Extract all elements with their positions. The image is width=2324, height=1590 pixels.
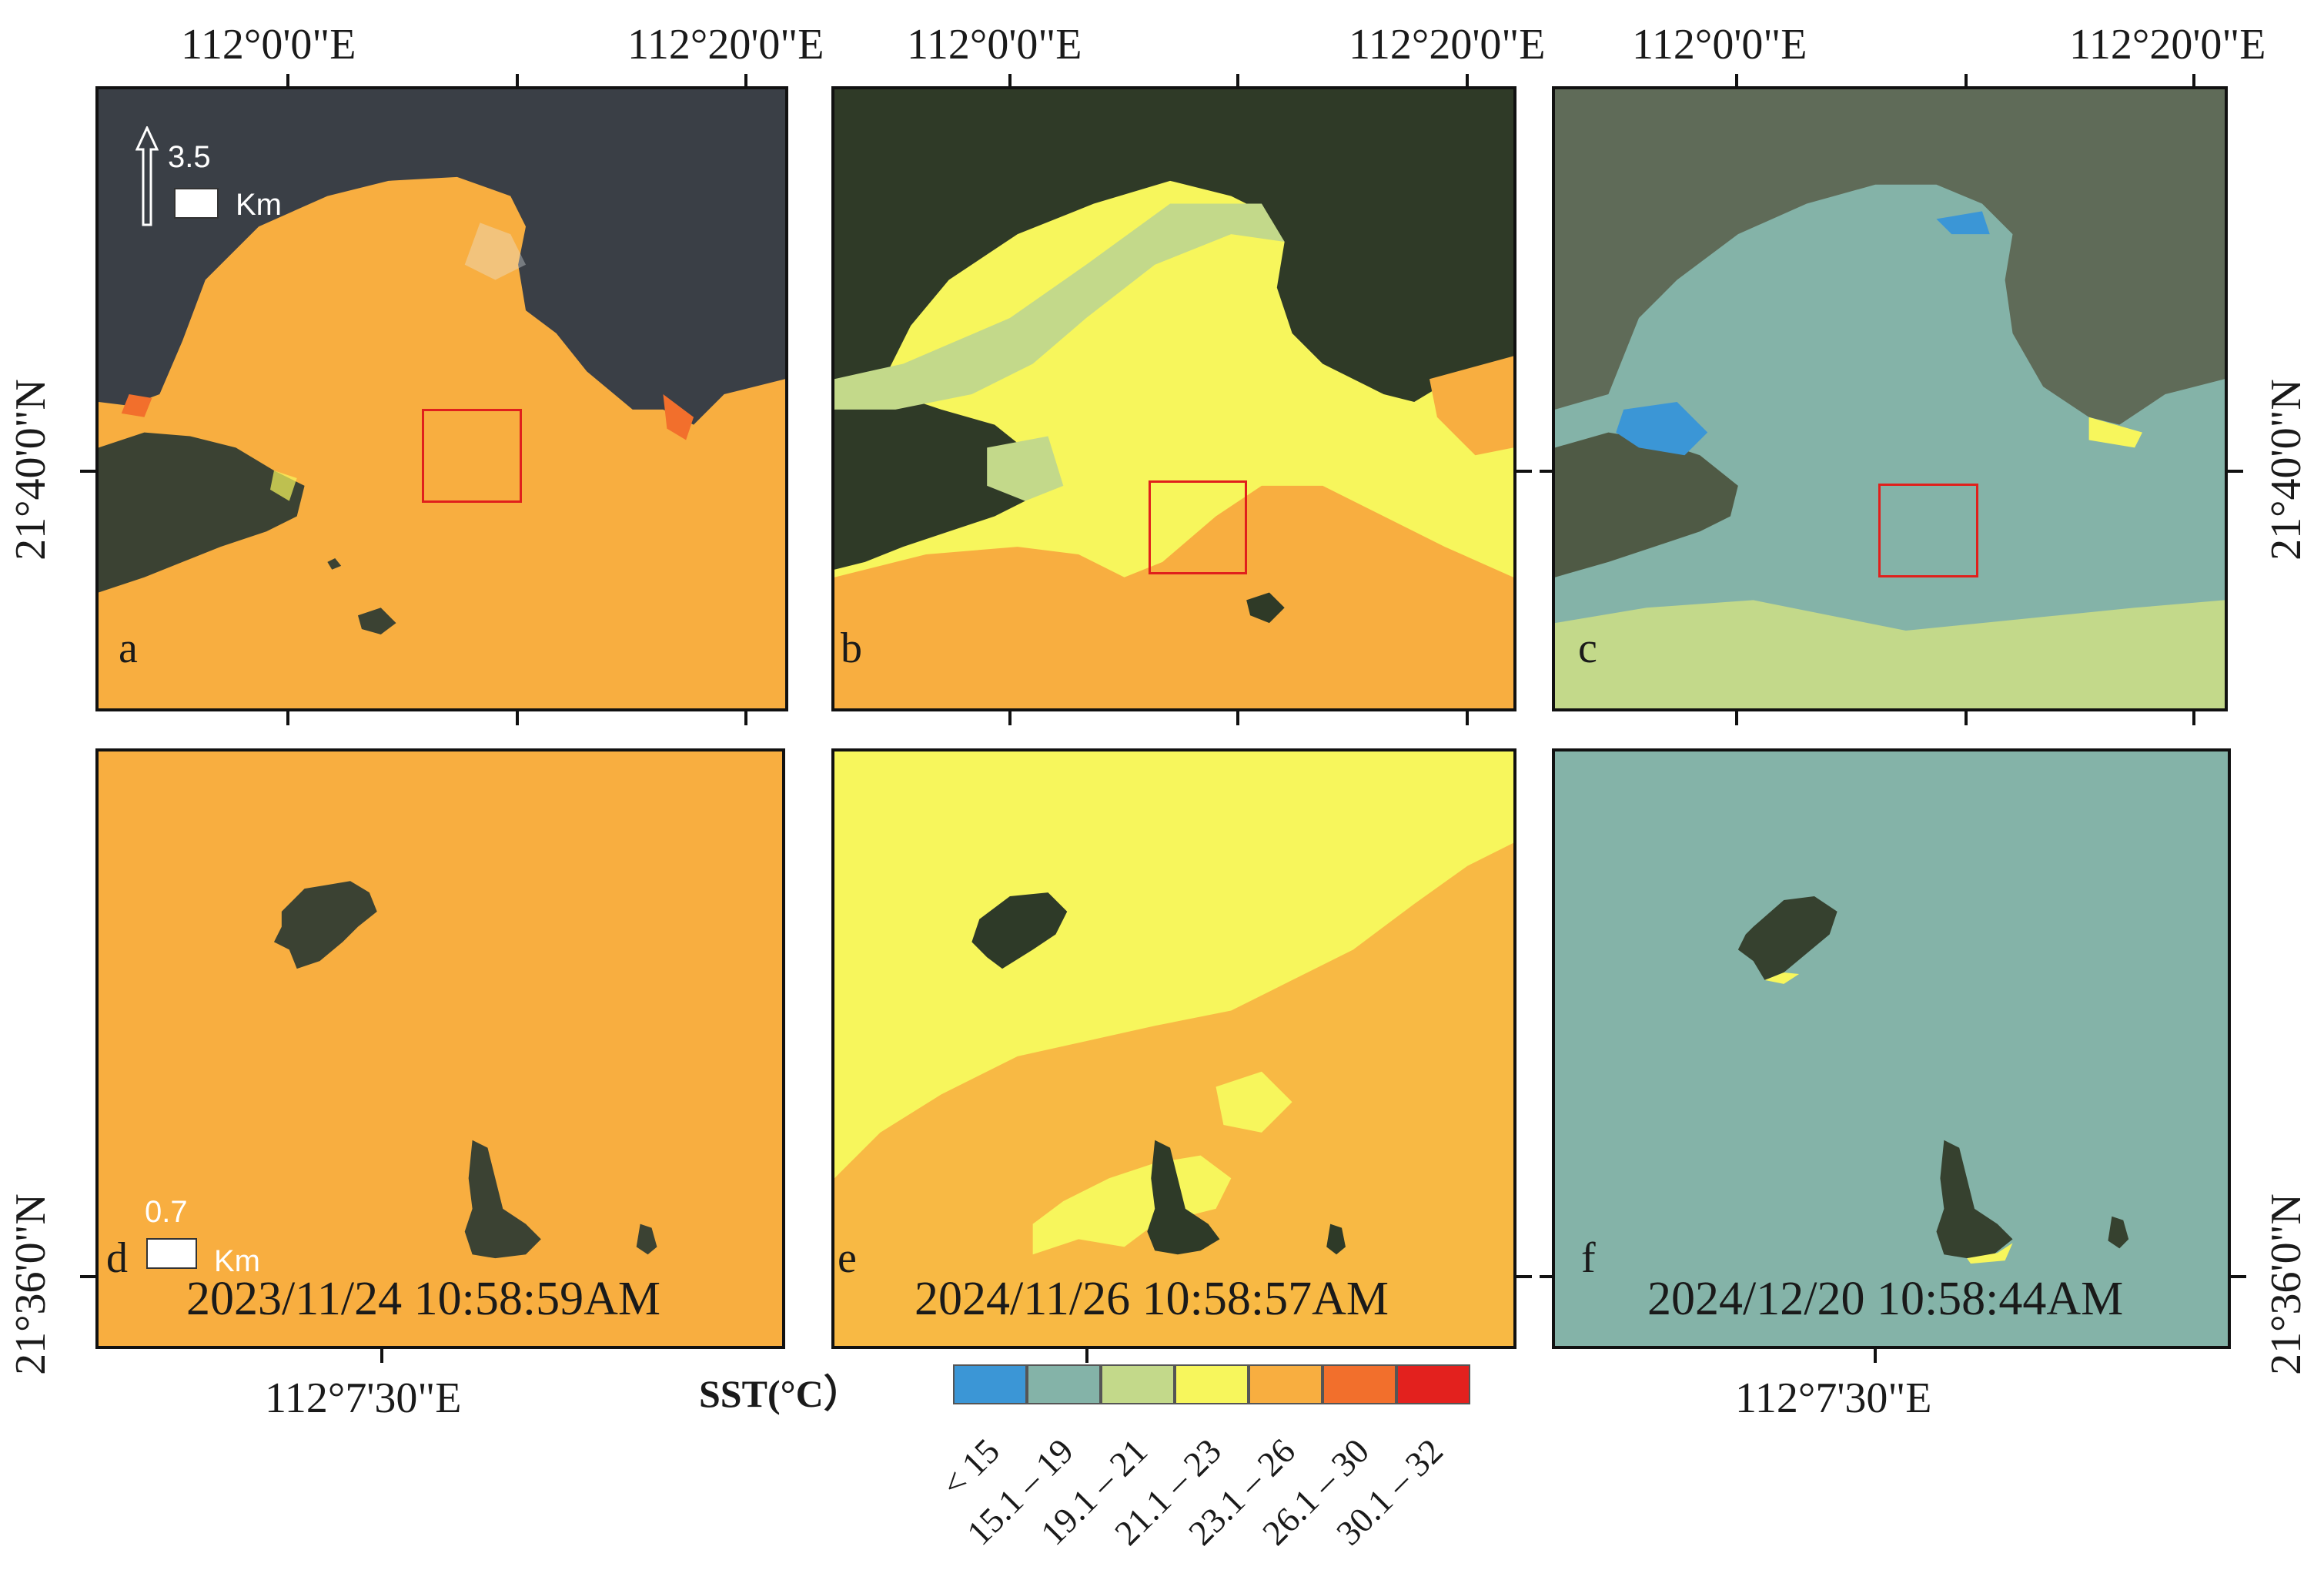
lat-label-bottom-left: 21°36'0"N (7, 1193, 55, 1375)
legend-swatch-2 (1027, 1364, 1101, 1404)
panel-letter-b: b (841, 624, 862, 672)
date-label-d: 2023/11/24 10:58:59AM (186, 1273, 661, 1325)
panel-letter-a: a (119, 624, 138, 672)
legend-swatch-4 (1175, 1364, 1249, 1404)
scale-value-top: 3.5 (168, 140, 211, 174)
scale-bar-top (174, 188, 219, 219)
lon-label-a-2: 112°20'0"E (627, 21, 824, 69)
legend-swatch-1 (953, 1364, 1027, 1404)
date-label-e: 2024/11/26 10:58:57AM (915, 1273, 1389, 1325)
north-arrow-icon (135, 126, 159, 226)
map-panel-e: e 2024/11/26 10:58:57AM (831, 748, 1516, 1349)
study-area-box-a (422, 409, 522, 503)
map-panel-f: f 2024/12/20 10:58:44AM (1552, 748, 2231, 1349)
map-panel-b: b (831, 86, 1516, 711)
lon-label-b-2: 112°20'0"E (1349, 21, 1546, 69)
panel-letter-c: c (1578, 624, 1597, 672)
legend-swatch-5 (1249, 1364, 1323, 1404)
study-area-box-b (1149, 480, 1247, 574)
legend-swatch-3 (1101, 1364, 1175, 1404)
scale-value-bottom: 0.7 (145, 1195, 188, 1229)
lon-label-a-1: 112°0'0"E (181, 21, 356, 69)
panel-letter-f: f (1581, 1234, 1596, 1282)
map-panel-a: 3.5 Km a (95, 86, 788, 711)
legend-swatch-7 (1396, 1364, 1470, 1404)
legend-title: SST(°C） (699, 1372, 862, 1415)
lon-label-c-1: 112°0'0"E (1632, 21, 1807, 69)
lon-label-b-1: 112°0'0"E (907, 21, 1082, 69)
panel-letter-e: e (838, 1234, 857, 1282)
study-area-box-c (1878, 484, 1978, 577)
map-panel-d: 0.7 Km d 2023/11/24 10:58:59AM (95, 748, 785, 1349)
date-label-f: 2024/12/20 10:58:44AM (1647, 1273, 2124, 1325)
scale-unit-bottom: Km (214, 1244, 260, 1278)
lat-label-bottom-right: 21°36'0"N (2262, 1193, 2310, 1375)
legend-swatch-6 (1323, 1364, 1396, 1404)
scale-bar-bottom (146, 1238, 197, 1269)
map-panel-c: c (1552, 86, 2228, 711)
lon-label-f: 112°7'30"E (1735, 1374, 1932, 1422)
lat-label-top-right: 21°40'0"N (2262, 379, 2310, 561)
scale-unit-top: Km (236, 188, 282, 222)
lon-label-d: 112°7'30"E (265, 1374, 462, 1422)
lon-label-c-2: 112°20'0"E (2069, 21, 2266, 69)
panel-letter-d: d (106, 1234, 128, 1282)
lat-label-top-left: 21°40'0"N (7, 379, 55, 561)
